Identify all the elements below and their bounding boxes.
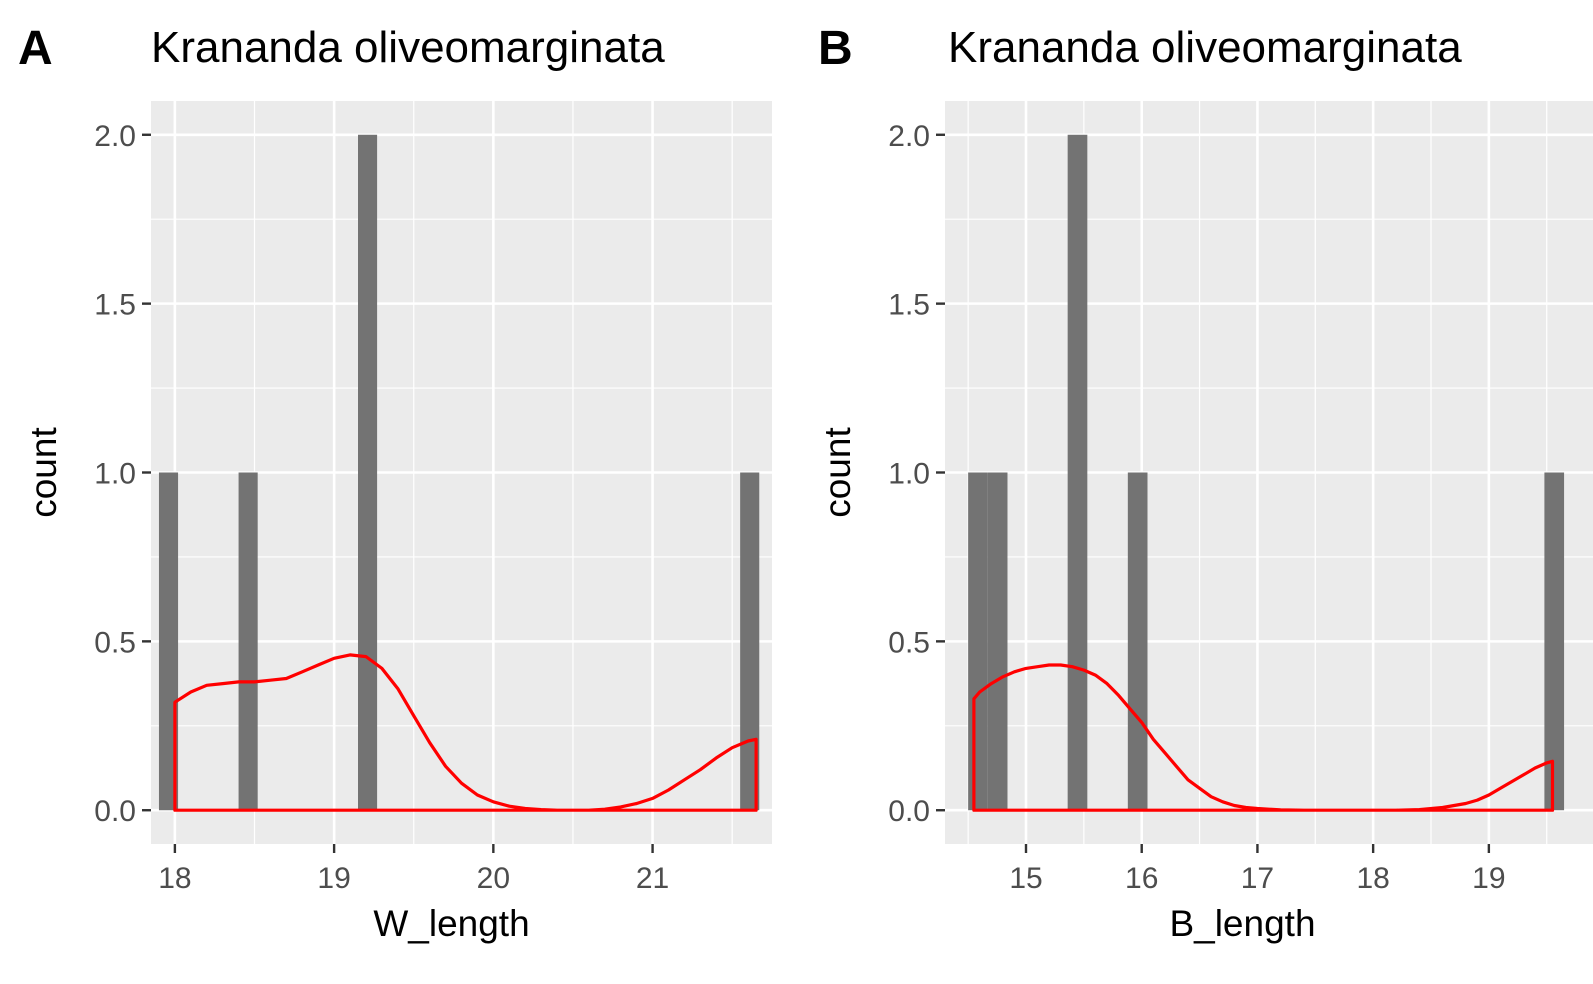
panel-b-bar [968, 472, 988, 811]
panel-b-x-axis-label: B_length [1169, 903, 1315, 944]
panel-a-x-tick-label: 21 [636, 862, 669, 895]
panel-b-bar [987, 472, 1008, 811]
panel-a-x-tick-label: 20 [477, 862, 510, 895]
panel-a-bar [358, 134, 378, 811]
panel-b-title: Krananda oliveomarginata [948, 23, 1462, 72]
panel-a-y-tick-label: 0.5 [94, 626, 136, 659]
panel-a-title: Krananda oliveomarginata [151, 23, 665, 72]
panel-b-y-tick-label: 1.5 [888, 289, 930, 322]
panel-b-y-tick-label: 2.0 [888, 120, 930, 153]
panel-a-x-tick-label: 18 [158, 862, 191, 895]
panel-b-x-tick-label: 18 [1356, 862, 1389, 895]
panel-a-x-axis-label: W_length [373, 903, 529, 944]
panel-b-y-tick-label: 0.5 [888, 626, 930, 659]
panel-b: 0.0 0.5 1.0 1.5 2.0 15 16 17 18 19 B_length count Kr… [817, 22, 1593, 944]
panel-b-label: B [818, 22, 853, 75]
panel-a-bar [238, 472, 258, 811]
panel-a-y-tick-label: 1.5 [94, 289, 136, 322]
panel-b-x-tick-label: 15 [1009, 862, 1042, 895]
panel-b-density-curve [972, 663, 1555, 812]
panel-a-y-axis-label: count [23, 427, 64, 518]
panel-b-bar [1544, 472, 1565, 811]
panel-b-bar [1067, 134, 1088, 811]
panel-b-y-axis-label: count [817, 427, 858, 518]
panel-b-x-tick-label: 17 [1241, 862, 1274, 895]
panel-b-x-tick-label: 19 [1472, 862, 1505, 895]
panel-a-y-tick-label: 1.0 [94, 458, 136, 491]
panel-a-y-tick-label: 2.0 [94, 120, 136, 153]
panel-b-bar [1127, 472, 1148, 811]
panel-b-x-tick-label: 16 [1125, 862, 1158, 895]
panel-a-label: A [18, 22, 53, 75]
panel-a: 0.0 0.5 1.0 1.5 2.0 18 19 20 21 W_length count Kran… [18, 22, 772, 944]
panel-b-y-tick-label: 0.0 [888, 795, 930, 828]
panel-a-bar [740, 472, 760, 811]
panel-a-x-tick-label: 19 [317, 862, 350, 895]
panel-a-density-curve [173, 653, 758, 812]
panel-a-y-tick-label: 0.0 [94, 795, 136, 828]
panel-b-y-tick-label: 1.0 [888, 458, 930, 491]
panel-a-bar [158, 472, 179, 811]
